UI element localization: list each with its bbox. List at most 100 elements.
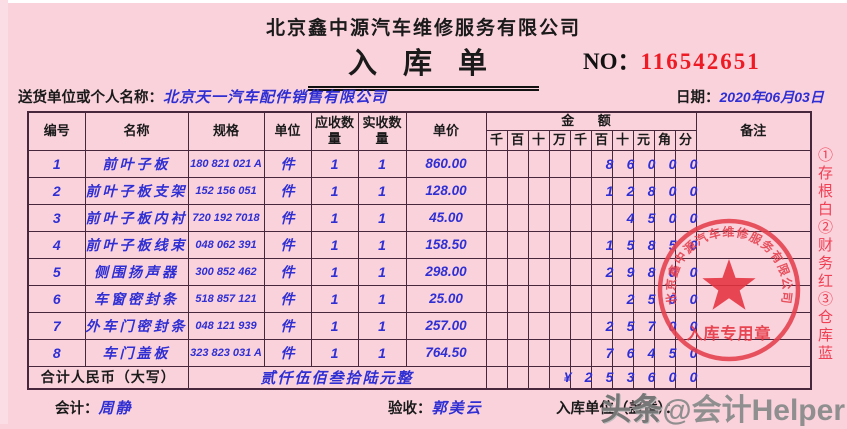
stockin-unit-label: 入库单位（盖章）： [556, 401, 680, 417]
cell-amount-digit-2 [527, 149, 550, 178]
cell-amount-digit-6: 5 [611, 311, 634, 340]
cell-qty-recv: 1 [357, 338, 407, 367]
cell-qty-due: 1 [310, 311, 359, 340]
table-row-5: 5 侧围扬声器 300 852 462 件 1 1 298.00 2 9 8 0 0 [27, 257, 812, 286]
cell-amount-digit-5 [590, 284, 613, 313]
stock-in-table: 编号 名称 规格 单位 应收数量 实收数量 单价 金 额 备注 千百十万千百十元… [27, 111, 812, 390]
cell-amount-digit-5 [590, 203, 613, 232]
total-label: 合计人民币（大写） [27, 365, 189, 389]
cell-spec: 300 852 462 [187, 257, 265, 286]
col-header-amount: 金 额 [485, 111, 697, 131]
cell-amount-digit-2 [527, 284, 550, 313]
doc-title-wrap: 入库单 [0, 40, 847, 91]
table-row-1: 1 前叶子板 180 821 021 A 件 1 1 860.00 8 6 0 0 0 [27, 149, 812, 178]
cell-price: 257.00 [405, 311, 487, 340]
cell-amount-digit-7: 8 [632, 176, 655, 205]
date-value: 2020年06月03日 [719, 89, 824, 105]
cell-amount-digit-0 [485, 311, 508, 340]
document-number: NO：116542651 [583, 42, 761, 76]
cell-no: 7 [27, 311, 86, 340]
cell-amount-digit-3 [548, 203, 571, 232]
cell-remark [695, 230, 812, 259]
cell-no: 2 [27, 176, 86, 205]
total-remark [695, 365, 812, 389]
cell-price: 298.00 [405, 257, 487, 286]
cell-unit: 件 [263, 149, 312, 178]
cell-amount-digit-7: 8 [632, 257, 655, 286]
cell-no: 6 [27, 284, 86, 313]
cell-name: 车门盖板 [84, 338, 189, 367]
cell-name: 前叶子板线束 [84, 230, 189, 259]
cell-spec: 180 821 021 A [187, 149, 265, 178]
cell-amount-digit-1 [506, 284, 529, 313]
cell-qty-due: 1 [310, 338, 359, 367]
amount-subheader-row: 千百十万千百十元角分 [28, 129, 811, 151]
cell-amount-digit-9: 0 [674, 284, 697, 313]
table-row-4: 4 前叶子板线束 048 062 391 件 1 1 158.50 1 5 8 5 0 [27, 230, 812, 259]
total-row: 合计人民币（大写） 贰仟伍佰叁拾陆元整 ¥2 5 3 6 0 0 [27, 365, 812, 389]
cell-qty-recv: 1 [357, 257, 407, 286]
cell-amount-digit-2 [527, 176, 550, 205]
inspector-signature: 郭美云 [431, 400, 483, 417]
cell-amount-digit-9: 0 [674, 176, 697, 205]
cell-name: 前叶子板内衬 [84, 203, 189, 232]
cell-amount-digit-3 [548, 311, 571, 340]
cell-amount-digit-2 [527, 311, 550, 340]
cell-remark [695, 311, 812, 340]
cell-name: 前叶子板 [84, 149, 189, 178]
accountant-label: 会计： [55, 401, 99, 417]
cell-qty-recv: 1 [357, 203, 407, 232]
total-amount-digit-1 [506, 365, 529, 389]
watermark-handle: @会计Helper [662, 394, 845, 427]
cell-spec: 152 156 051 [187, 176, 265, 205]
date-line: 日期：2020年06月03日 [676, 86, 824, 107]
cell-qty-recv: 1 [357, 176, 407, 205]
cell-amount-digit-3 [548, 284, 571, 313]
cell-qty-recv: 1 [357, 230, 407, 259]
amount-digit-col-5: 百 [590, 129, 613, 151]
cell-amount-digit-9: 0 [674, 230, 697, 259]
cell-amount-digit-7: 5 [632, 203, 655, 232]
total-amount-digit-9: 0 [674, 365, 697, 389]
toutiao-logo-icon: 头条 [600, 392, 663, 427]
cell-amount-digit-4 [569, 284, 592, 313]
table-row-7: 7 外车门密封条 048 121 939 件 1 1 257.00 2 5 7 0 0 [27, 311, 812, 340]
cell-remark [695, 257, 812, 286]
cell-no: 4 [27, 230, 86, 259]
cell-amount-digit-3 [548, 338, 571, 367]
cell-amount-digit-6: 2 [611, 176, 634, 205]
table-row-3: 3 前叶子板内衬 720 192 7018 件 1 1 45.00 4 5 0 0 [27, 203, 812, 232]
cell-amount-digit-0 [485, 203, 508, 232]
cell-amount-digit-1 [506, 149, 529, 178]
cell-amount-digit-6: 6 [611, 338, 634, 367]
cell-amount-digit-1 [506, 257, 529, 286]
no-label: NO： [583, 49, 641, 74]
amount-digit-col-0: 千 [485, 129, 508, 151]
col-header-no: 编号 [27, 111, 86, 151]
cell-amount-digit-5: 1 [590, 230, 613, 259]
cell-amount-digit-8: 0 [653, 149, 676, 178]
cell-qty-due: 1 [310, 149, 359, 178]
cell-unit: 件 [263, 257, 312, 286]
cell-amount-digit-4 [569, 257, 592, 286]
cell-remark [695, 149, 812, 178]
cell-amount-digit-4 [569, 176, 592, 205]
cell-remark [695, 284, 812, 313]
cell-amount-digit-3 [548, 230, 571, 259]
cell-amount-digit-4 [569, 311, 592, 340]
cell-spec: 323 823 031 A [187, 338, 265, 367]
company-title: 北京鑫中源汽车维修服务有限公司 [265, 18, 581, 39]
cell-amount-digit-5: 2 [590, 257, 613, 286]
cell-amount-digit-0 [485, 149, 508, 178]
cell-amount-digit-8: 5 [653, 230, 676, 259]
cell-amount-digit-8: 0 [653, 176, 676, 205]
page-top-edge [0, 0, 847, 3]
cell-amount-digit-9: 0 [674, 338, 697, 367]
cell-amount-digit-3 [548, 149, 571, 178]
cell-amount-digit-6: 5 [611, 230, 634, 259]
cell-price: 860.00 [405, 149, 487, 178]
cell-name: 车窗密封条 [84, 284, 189, 313]
cell-amount-digit-9: 0 [674, 257, 697, 286]
cell-unit: 件 [263, 311, 312, 340]
cell-amount-digit-2 [527, 203, 550, 232]
